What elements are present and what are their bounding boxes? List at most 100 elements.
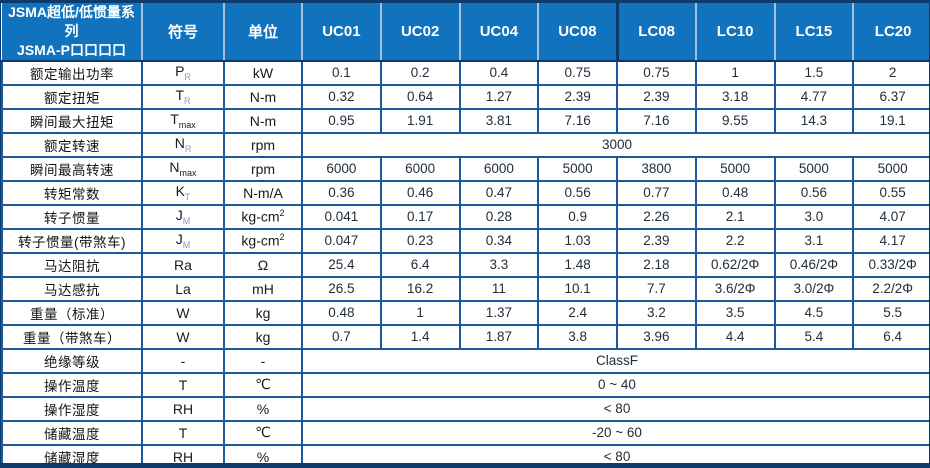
value-cell-lc10: 2.2 [694,227,776,254]
row-label: 转矩常数 [1,179,143,206]
row-label: 额定输出功率 [1,59,143,86]
value-cell-uc08: 1.03 [537,227,618,254]
value-cell-uc04: 1.27 [458,83,540,110]
value-cell-lc15: 4.5 [773,299,855,326]
symbol-cell: RH [141,395,225,422]
row-label: 操作温度 [1,371,143,398]
value-cell-lc10: 2.1 [694,203,776,230]
value-cell-lc08: 3.2 [616,299,697,326]
unit-cell: N-m [223,107,303,134]
value-cell-uc01: 0.041 [301,203,382,230]
value-cell-lc10: 1 [694,59,776,86]
value-cell-lc15: 14.3 [773,107,855,134]
value-cell-uc01: 26.5 [301,275,382,302]
symbol-cell: T [141,371,225,398]
row-label: 瞬间最高转速 [1,155,143,182]
table-row: 绝缘等级 - - ClassF [1,347,929,374]
row-label: 瞬间最大扭矩 [1,107,143,134]
span-value-cell: < 80 [301,395,929,422]
value-cell-lc20: 2.2/2Φ [852,275,929,302]
value-cell-lc20: 6.4 [852,323,929,350]
value-cell-uc01: 0.7 [301,323,382,350]
value-cell-uc04: 3.3 [458,251,540,278]
model-header-uc01: UC01 [301,3,381,62]
value-cell-lc08: 7.16 [616,107,697,134]
value-cell-uc08: 7.16 [537,107,618,134]
value-cell-uc04: 1.87 [458,323,540,350]
table-row: 马达阻抗 Ra Ω 25.4 6.4 3.3 1.48 2.18 0.62/2Φ 0.46/2Φ 0… [1,251,929,278]
value-cell-lc15: 1.5 [773,59,855,86]
value-cell-lc20: 19.1 [852,107,929,134]
row-label: 马达阻抗 [1,251,143,278]
symbol-cell: KT [141,179,225,206]
value-cell-uc08: 3.8 [537,323,618,350]
span-value-cell: < 80 [301,443,929,463]
unit-cell: kg-cm2 [223,203,303,230]
value-cell-uc02: 6000 [379,155,461,182]
value-cell-lc10: 5000 [694,155,776,182]
span-value-cell: ClassF [301,347,929,374]
value-cell-uc02: 6.4 [379,251,461,278]
value-cell-uc08: 2.4 [537,299,618,326]
unit-cell: N-m/A [223,179,303,206]
value-cell-lc10: 3.18 [694,83,776,110]
value-cell-uc08: 0.9 [537,203,618,230]
unit-cell: - [223,347,303,374]
value-cell-lc20: 5.5 [852,299,929,326]
symbol-cell: Tmax [141,107,225,134]
span-value-cell: 3000 [301,131,929,158]
value-cell-uc02: 16.2 [379,275,461,302]
value-cell-uc02: 0.64 [379,83,461,110]
value-cell-uc01: 0.48 [301,299,382,326]
symbol-cell: T [141,419,225,446]
value-cell-uc02: 0.46 [379,179,461,206]
table-row: 操作温度 T ℃ 0 ~ 40 [1,371,929,398]
value-cell-lc20: 6.37 [852,83,929,110]
row-label: 额定转速 [1,131,143,158]
row-label: 重量（标准） [1,299,143,326]
value-cell-uc01: 0.1 [301,59,382,86]
symbol-cell: - [141,347,225,374]
unit-cell: kg [223,323,303,350]
value-cell-uc01: 0.36 [301,179,382,206]
table-row: 储藏温度 T ℃ -20 ~ 60 [1,419,929,446]
row-label: 转子惯量(带煞车) [1,227,143,254]
value-cell-lc20: 0.33/2Φ [852,251,929,278]
table-row: 额定扭矩 TR N-m 0.32 0.64 1.27 2.39 2.39 3.18 4.77 6.3… [1,83,929,110]
unit-cell: % [223,395,303,422]
span-value-cell: -20 ~ 60 [301,419,929,446]
table-row: 转矩常数 KT N-m/A 0.36 0.46 0.47 0.56 0.77 0.48 0.56 0… [1,179,929,206]
value-cell-uc08: 0.56 [537,179,618,206]
value-cell-uc04: 0.47 [458,179,540,206]
value-cell-uc02: 0.23 [379,227,461,254]
spec-table: JSMA超低/低惯量系列 JSMA-P口口口口 符号 单位 UC01 UC02 UC… [1,3,929,463]
value-cell-uc04: 11 [458,275,540,302]
table-row: 额定转速 NR rpm 3000 [1,131,929,158]
value-cell-uc08: 2.39 [537,83,618,110]
model-header-uc02: UC02 [379,3,460,62]
value-cell-uc04: 1.37 [458,299,540,326]
table-row: 操作湿度 RH% < 80 [1,395,929,422]
value-cell-uc04: 0.34 [458,227,540,254]
table-row: 转子惯量(带煞车) JM kg-cm2 0.047 0.23 0.34 1.03 2.39 2.… [1,227,929,254]
value-cell-uc01: 25.4 [301,251,382,278]
value-cell-lc08: 7.7 [616,275,697,302]
value-cell-lc20: 4.17 [852,227,929,254]
row-label: 重量（带煞车） [1,323,143,350]
symbol-cell: TR [141,83,225,110]
unit-cell: % [223,443,303,463]
value-cell-lc20: 5000 [852,155,929,182]
value-cell-uc08: 0.75 [537,59,618,86]
value-cell-uc04: 6000 [458,155,540,182]
value-cell-lc08: 3800 [616,155,697,182]
value-cell-lc10: 3.6/2Φ [694,275,776,302]
row-label: 转子惯量 [1,203,143,230]
value-cell-lc08: 2.39 [616,227,697,254]
value-cell-uc08: 5000 [537,155,618,182]
unit-cell: kg-cm2 [223,227,303,254]
unit-cell: rpm [223,155,303,182]
row-label: 储藏温度 [1,419,143,446]
value-cell-uc01: 6000 [301,155,382,182]
